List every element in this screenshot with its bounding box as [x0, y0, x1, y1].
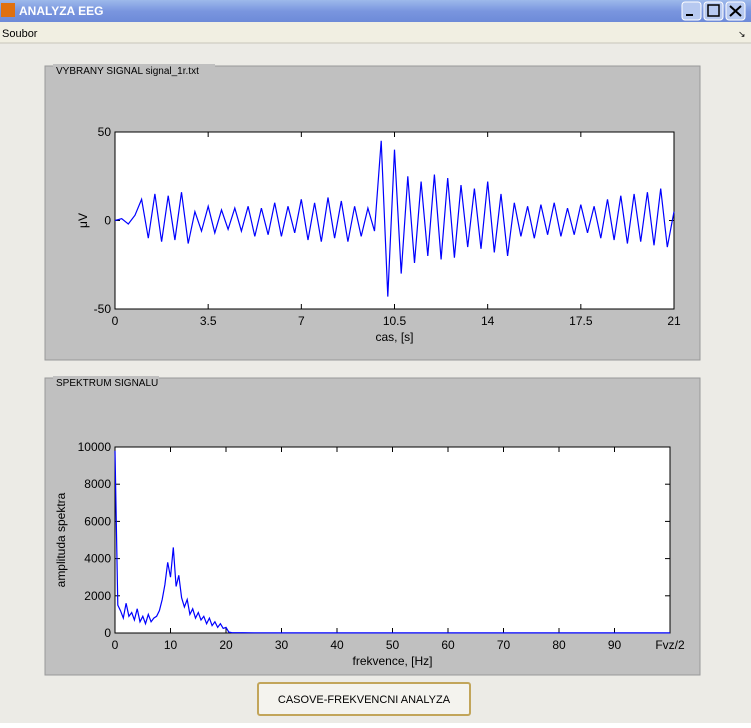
menu-arrow: ↘: [738, 29, 746, 39]
x-tick-label: 7: [298, 314, 305, 328]
y-tick-label: 8000: [84, 477, 111, 491]
panel-title: VYBRANY SIGNAL signal_1r.txt: [56, 66, 199, 77]
x-tick-label: 10: [164, 638, 178, 652]
x-axis-label: cas, [s]: [375, 330, 413, 344]
menu-item[interactable]: Soubor: [2, 28, 38, 40]
minimize-button[interactable]: [681, 1, 702, 21]
y-tick-label: 4000: [84, 552, 111, 566]
x-tick-label: 70: [497, 638, 511, 652]
signal-line: [114, 140, 675, 297]
signal-line: [114, 450, 670, 634]
x-tick-label: 80: [552, 638, 566, 652]
y-tick-label: 10000: [78, 440, 112, 454]
y-tick-label: 2000: [84, 589, 111, 603]
y-tick-label: 0: [104, 214, 111, 228]
axes-box: [114, 446, 671, 634]
x-tick-label: 14: [481, 314, 495, 328]
title-bar: [0, 0, 751, 22]
analysis-button[interactable]: [257, 682, 471, 716]
x-tick-label: 20: [219, 638, 233, 652]
x-tick-label: 90: [608, 638, 622, 652]
panel-title: SPEKTRUM SIGNALU: [56, 378, 158, 389]
x-tick-label: 0: [112, 314, 119, 328]
y-tick-label: 0: [104, 626, 111, 640]
app-icon: [1, 3, 15, 17]
y-tick-label: 50: [98, 125, 112, 139]
x-tick-label: 0: [112, 638, 119, 652]
x-axis-label: frekvence, [Hz]: [352, 654, 432, 668]
x-tick-label: 50: [386, 638, 400, 652]
window-title: ANALYZA EEG: [19, 4, 103, 18]
y-tick-label: 6000: [84, 514, 111, 528]
panel-title-bg: [53, 376, 159, 386]
x-tick-label: 30: [275, 638, 289, 652]
close-icon: [729, 5, 742, 17]
x-tick-label: 60: [441, 638, 455, 652]
y-axis-label: amplituda spektra: [54, 492, 68, 587]
panel-title-bg: [53, 64, 215, 74]
y-tick-label: -50: [94, 302, 112, 316]
maximize-icon: [707, 4, 720, 17]
x-tick-label: 40: [330, 638, 344, 652]
button-label: CASOVE-FREKVENCNI ANALYZA: [278, 694, 451, 706]
y-axis-label: μV: [76, 213, 90, 228]
x-tick-label: 21: [667, 314, 681, 328]
menu-bar: [0, 22, 751, 43]
x-tick-label: 10.5: [383, 314, 407, 328]
x-tick-label: Fvz/2: [655, 638, 685, 652]
x-tick-label: 17.5: [569, 314, 593, 328]
x-tick-label: 3.5: [200, 314, 217, 328]
